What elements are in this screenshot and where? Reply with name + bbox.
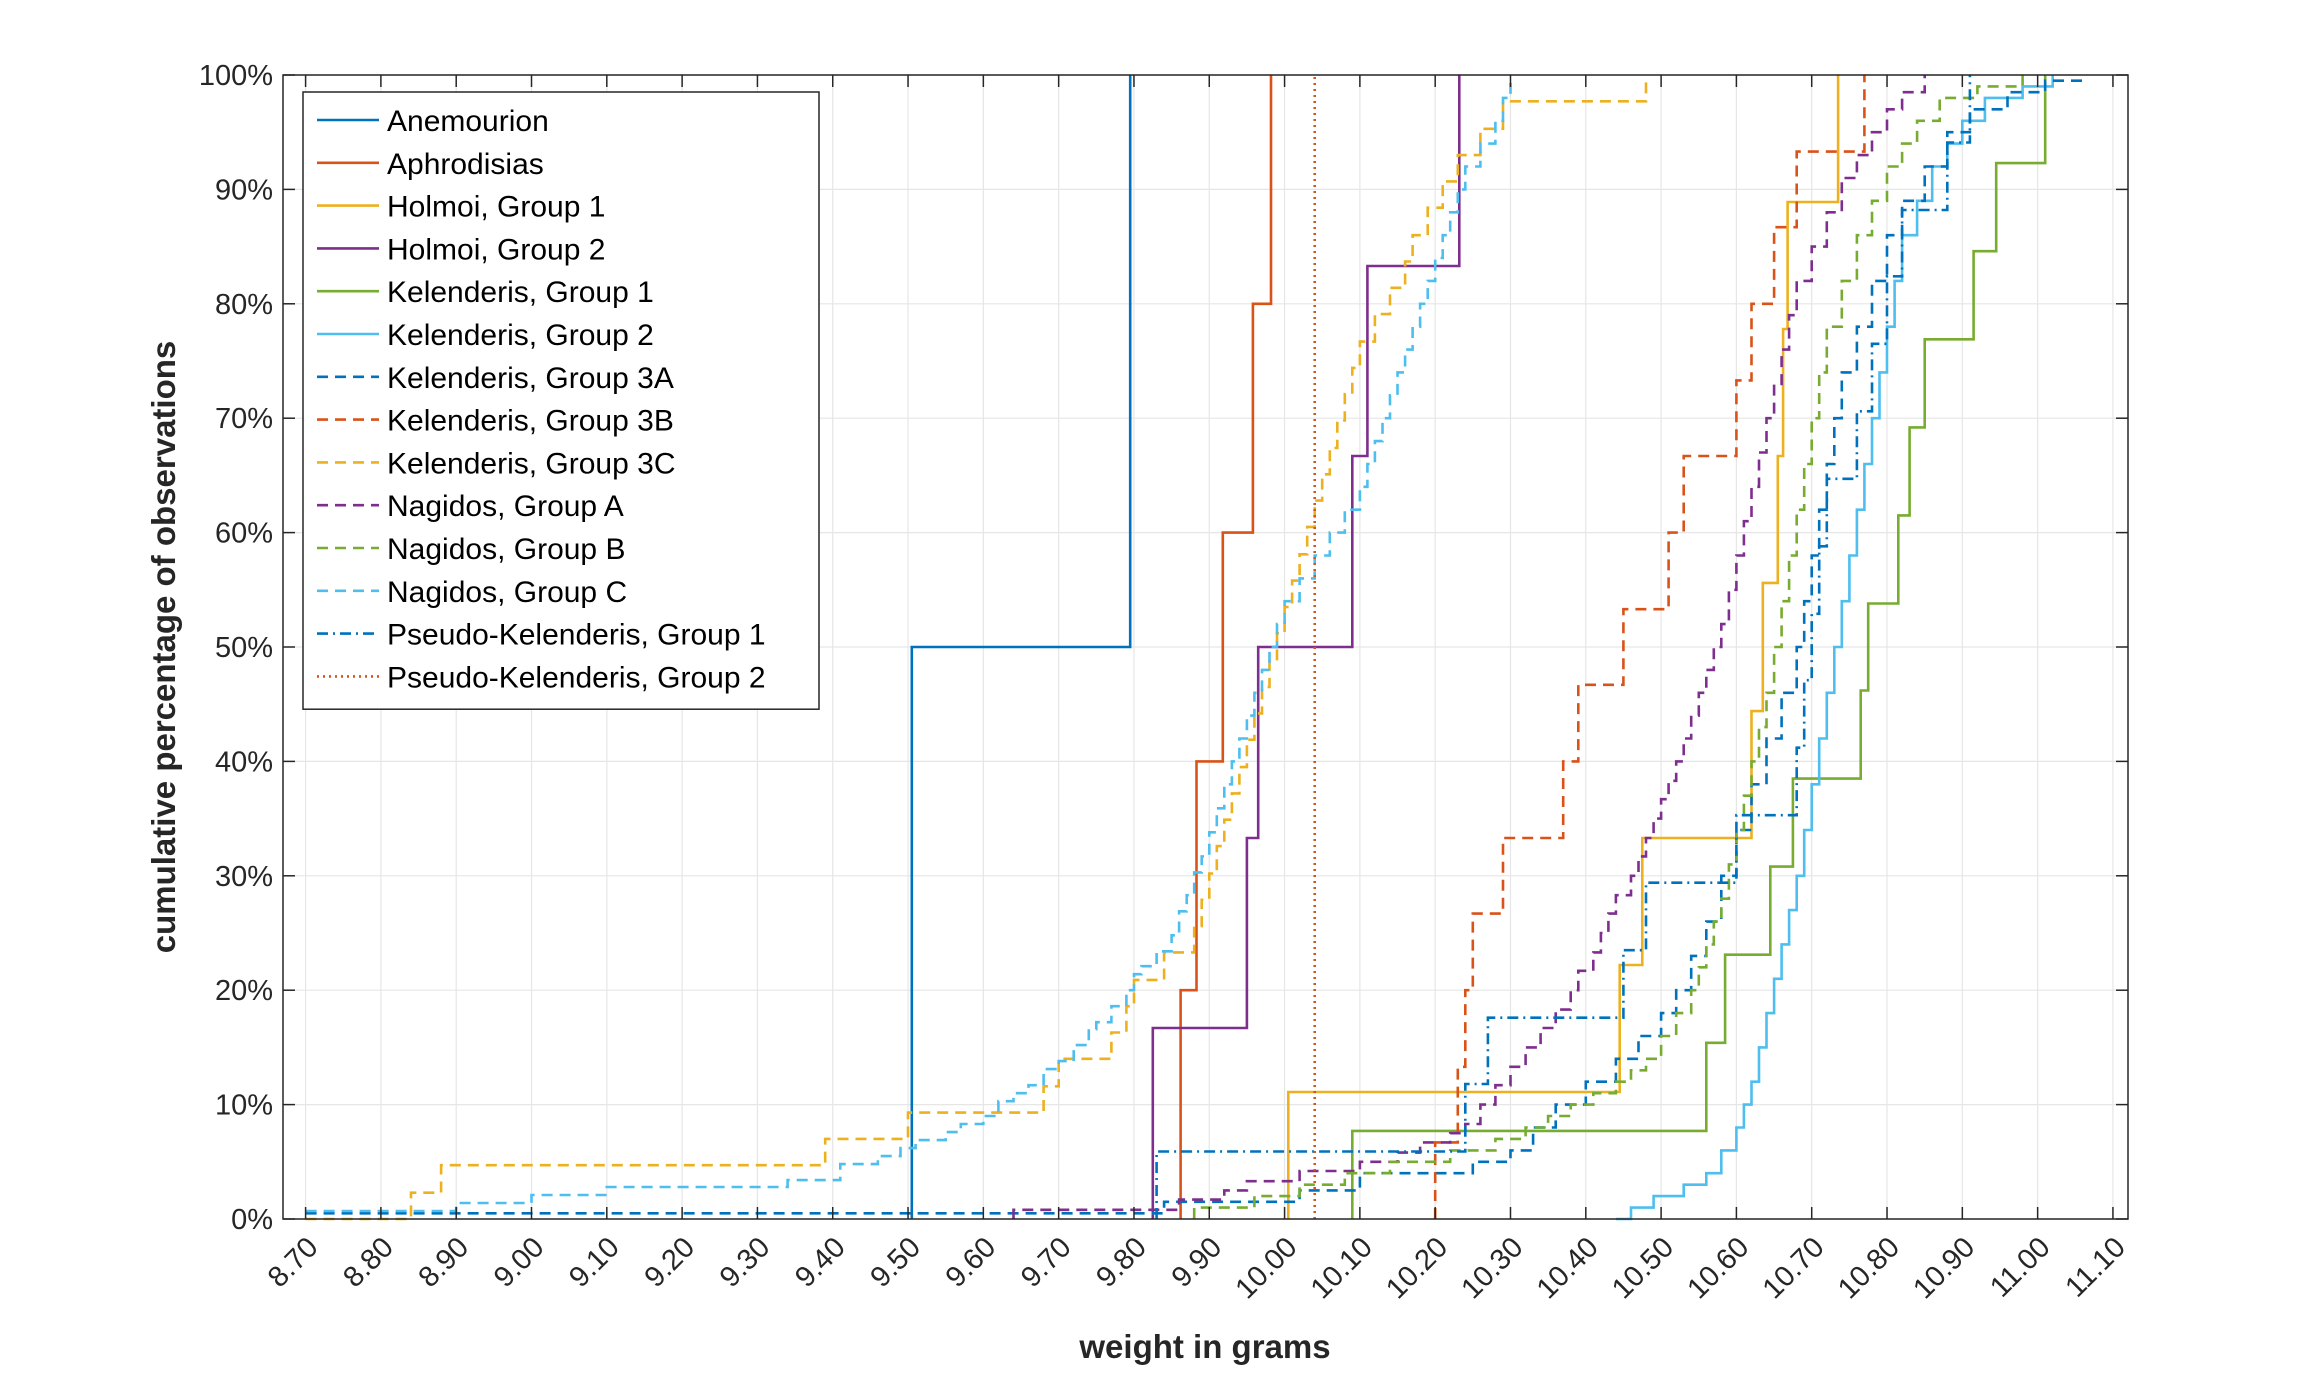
- x-tick-label: 9.30: [714, 1231, 777, 1294]
- y-tick-label: 100%: [199, 60, 273, 92]
- x-tick-label: 10.40: [1531, 1231, 1605, 1305]
- legend-entry: Nagidos, Group A: [387, 490, 624, 523]
- x-tick-label: 9.20: [639, 1231, 702, 1294]
- x-tick-label: 9.60: [940, 1231, 1003, 1294]
- legend-box: [302, 91, 820, 710]
- series-line: Aphrodisias: [1179, 75, 1273, 1219]
- x-tick-label: 9.50: [864, 1231, 927, 1294]
- legend-entry: Kelenderis, Group 3C: [387, 447, 676, 480]
- x-tick-label: 8.80: [337, 1231, 400, 1294]
- legend-entry: Nagidos, Group C: [387, 576, 627, 609]
- legend: Anemourion Aphrodisias Holmoi, Group 1 Holm…: [302, 91, 820, 710]
- legend-entry: Pseudo-Kelenderis, Group 1: [387, 619, 766, 652]
- y-tick-label: 50%: [215, 632, 273, 664]
- y-tick-label: 90%: [215, 174, 273, 206]
- x-tick-label: 9.70: [1015, 1231, 1078, 1294]
- series-line: Nagidos, Group C: [305, 75, 1512, 1213]
- x-tick-label: 10.00: [1230, 1231, 1304, 1305]
- x-axis-title: weight in grams: [1078, 1328, 1330, 1365]
- x-tick-label: 10.60: [1681, 1231, 1755, 1305]
- x-tick-label: 11.00: [1984, 1231, 2056, 1303]
- legend-entry: Kelenderis, Group 1: [387, 276, 654, 309]
- x-tick-label: 9.40: [789, 1231, 852, 1294]
- y-axis-title: cumulative percentage of observations: [145, 341, 182, 954]
- series-line: Kelenderis, Group 1: [1351, 75, 2047, 1219]
- x-tick-label: 11.10: [2059, 1231, 2131, 1303]
- y-tick-label: 40%: [215, 746, 273, 778]
- series-line: Pseudo-Kelenderis, Group 1: [1155, 75, 1972, 1219]
- series-line: Kelenderis, Group 3A: [305, 75, 2085, 1215]
- y-tick-label: 60%: [215, 518, 273, 550]
- x-tick-label: 10.10: [1305, 1231, 1379, 1305]
- x-tick-label: 10.50: [1606, 1231, 1680, 1305]
- y-tick-label: 20%: [215, 975, 273, 1007]
- series-line: Nagidos, Group A: [1012, 75, 1926, 1219]
- series-line: Holmoi, Group 1: [1287, 75, 1840, 1219]
- x-tick-labels: 8.70 8.80 8.90 9.00 9.10 9.20 9.30 9.40 9.50 9.60…: [262, 1231, 2132, 1305]
- y-tick-label: 30%: [215, 861, 273, 893]
- x-tick-label: 10.70: [1757, 1231, 1831, 1305]
- x-tick-label: 9.80: [1090, 1231, 1153, 1294]
- x-tick-label: 10.80: [1832, 1231, 1906, 1305]
- x-tick-label: 9.00: [488, 1231, 551, 1294]
- series-line: Kelenderis, Group 3C: [305, 75, 1648, 1221]
- legend-entry: Holmoi, Group 1: [387, 191, 605, 224]
- legend-entry: Holmoi, Group 2: [387, 233, 605, 266]
- legend-entry: Kelenderis, Group 3B: [387, 405, 674, 438]
- y-tick-label: 80%: [215, 289, 273, 321]
- series-line: Nagidos, Group B: [1192, 75, 2024, 1219]
- series-line: Holmoi, Group 2: [1151, 75, 1461, 1219]
- legend-entry: Kelenderis, Group 3A: [387, 362, 674, 395]
- legend-entry: Kelenderis, Group 2: [387, 319, 654, 352]
- y-tick-label: 70%: [215, 403, 273, 435]
- x-tick-label: 10.90: [1907, 1231, 1981, 1305]
- x-tick-label: 8.70: [262, 1231, 325, 1294]
- y-tick-labels: 0% 10% 20% 30% 40% 50% 60% 70% 80% 90% 100%: [199, 60, 273, 1236]
- y-tick-label: 0%: [231, 1204, 273, 1236]
- series-line: Anemourion: [910, 75, 1132, 1219]
- legend-entry: Pseudo-Kelenderis, Group 2: [387, 661, 766, 694]
- ticks: [283, 74, 2128, 1220]
- y-tick-label: 10%: [215, 1090, 273, 1122]
- series-line: Kelenderis, Group 3B: [1433, 75, 1866, 1219]
- legend-entry: Anemourion: [387, 105, 549, 138]
- x-tick-label: 10.20: [1380, 1231, 1454, 1305]
- x-tick-label: 8.90: [413, 1231, 476, 1294]
- legend-entry: Nagidos, Group B: [387, 533, 625, 566]
- legend-entry: Aphrodisias: [387, 148, 544, 181]
- x-tick-label: 9.90: [1166, 1231, 1229, 1294]
- x-tick-label: 9.10: [563, 1231, 626, 1294]
- x-tick-label: 10.30: [1455, 1231, 1529, 1305]
